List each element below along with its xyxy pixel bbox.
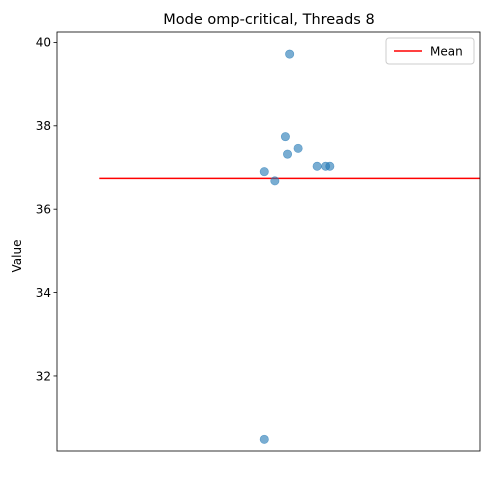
series-group	[99, 49, 480, 444]
y-tick-label: 36	[36, 202, 51, 216]
data-point	[270, 176, 280, 186]
data-point	[280, 132, 290, 142]
legend-mean-label: Mean	[430, 45, 463, 59]
data-point	[312, 161, 322, 171]
y-tick-label: 32	[36, 369, 51, 383]
legend-box	[385, 37, 475, 65]
data-point	[283, 149, 293, 159]
data-point	[325, 161, 335, 171]
y-tick-label: 38	[36, 119, 51, 133]
y-tick-label: 40	[36, 36, 51, 50]
data-point	[259, 167, 269, 177]
axes-frame	[56, 31, 481, 452]
chart-title: Mode omp-critical, Threads 8	[163, 12, 374, 28]
y-tick-label: 34	[36, 286, 51, 300]
data-point	[285, 49, 295, 59]
plot-area: 32 34 36 38 40 Mean	[36, 31, 481, 452]
data-point	[293, 143, 303, 153]
data-point	[259, 434, 269, 444]
y-axis-label: Value	[10, 240, 24, 273]
